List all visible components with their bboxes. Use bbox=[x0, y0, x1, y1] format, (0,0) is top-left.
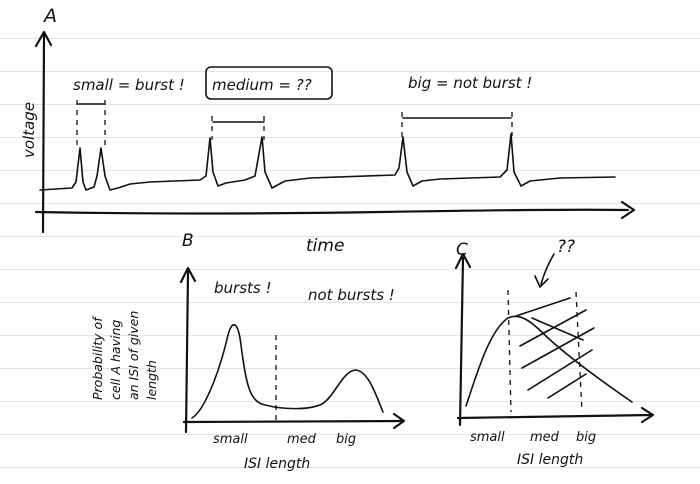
panel-b-y-axis bbox=[184, 270, 190, 434]
panel-b-x-tick-small: small bbox=[213, 432, 248, 447]
panel-c-x-tick-big: big bbox=[576, 430, 596, 445]
panel-b-x-axis-arrowhead bbox=[392, 412, 406, 430]
panel-c: C ?? small med big ISI length bbox=[454, 237, 655, 468]
panel-a-y-label: voltage bbox=[20, 102, 38, 158]
panel-c-x-label: ISI length bbox=[517, 452, 583, 468]
medium-annotation: medium = ?? bbox=[212, 76, 312, 94]
panel-c-y-axis-arrowhead bbox=[454, 252, 472, 270]
panel-b-y-axis-arrowhead bbox=[179, 266, 197, 284]
panel-c-annotation-arrowhead bbox=[534, 275, 549, 288]
panel-c-y-axis bbox=[458, 256, 465, 427]
panel-c-dash-right bbox=[575, 291, 583, 413]
panel-b-x-tick-big: big bbox=[336, 432, 356, 447]
hatch-line-3 bbox=[521, 327, 595, 369]
panel-b-y-label-line-2: cell A having bbox=[108, 320, 123, 400]
panel-b-x-label: ISI length bbox=[244, 456, 310, 472]
small-burst-annotation: small = burst ! bbox=[73, 76, 185, 94]
panel-c-x-tick-med: med bbox=[530, 430, 560, 445]
hatch-line-2 bbox=[519, 309, 587, 347]
big-not-burst-annotation: big = not burst ! bbox=[408, 74, 532, 92]
panel-a-x-axis-arrowhead bbox=[620, 200, 636, 220]
hatch-line-5 bbox=[547, 373, 587, 399]
panel-b-y-label-line-1: Probability of bbox=[90, 316, 105, 400]
panel-c-hatching bbox=[515, 297, 595, 399]
panel-b-bursts-annotation: bursts ! bbox=[214, 279, 272, 297]
panel-b-x-axis bbox=[182, 419, 404, 424]
hatch-line-1 bbox=[515, 297, 571, 317]
panel-c-question-annotation: ?? bbox=[557, 237, 575, 257]
panel-c-isi-distribution-curve bbox=[465, 315, 633, 407]
voltage-trace bbox=[39, 133, 616, 191]
panel-a-x-label: time bbox=[306, 236, 344, 256]
hatch-line-4 bbox=[527, 349, 593, 391]
panel-b-not-bursts-annotation: not bursts ! bbox=[308, 286, 395, 304]
panel-a: A voltage small = burst ! medium = ?? bi… bbox=[20, 5, 636, 256]
panel-b: B Probability of cell A having an ISI of… bbox=[90, 231, 406, 472]
medium-annotation-box bbox=[205, 66, 333, 100]
panel-c-letter: C bbox=[456, 240, 468, 260]
hatch-cross-1 bbox=[531, 317, 584, 341]
panel-b-letter: B bbox=[182, 231, 194, 251]
panel-c-x-axis bbox=[456, 413, 652, 420]
panel-b-y-label-line-3: an ISI of given bbox=[126, 311, 141, 400]
panel-c-annotation-arrow bbox=[540, 253, 555, 285]
panel-c-x-axis-arrowhead bbox=[640, 406, 655, 424]
panel-b-y-label: Probability of cell A having an ISI of g… bbox=[90, 311, 159, 400]
panel-a-letter: A bbox=[42, 5, 57, 27]
panel-c-dash-left bbox=[507, 289, 512, 413]
panel-a-x-axis bbox=[34, 208, 630, 215]
panel-b-isi-distribution-curve bbox=[191, 324, 384, 419]
panel-b-y-label-line-4: length bbox=[144, 360, 159, 400]
panel-b-x-tick-med: med bbox=[287, 432, 317, 447]
panel-a-y-axis-arrowhead bbox=[34, 30, 53, 48]
panel-c-x-tick-small: small bbox=[470, 430, 505, 445]
panel-a-y-axis bbox=[41, 33, 46, 234]
